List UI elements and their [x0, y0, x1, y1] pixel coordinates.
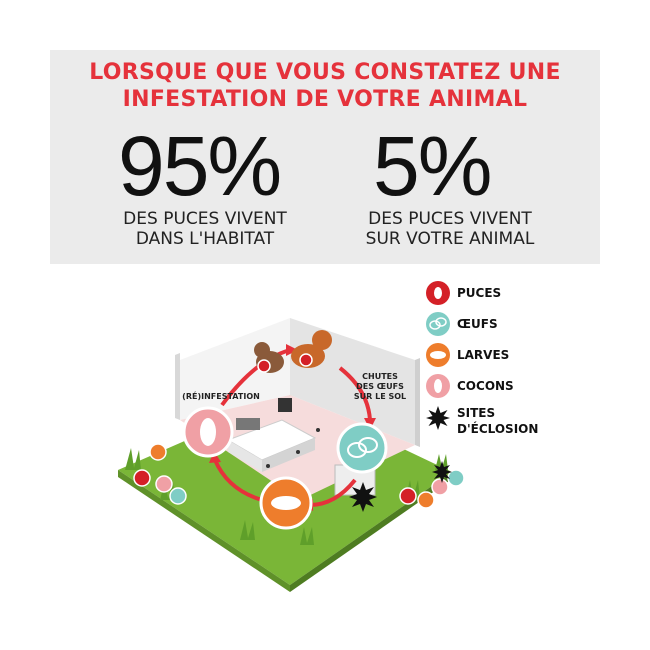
- cycle-arrowhead-top-left: [286, 344, 298, 356]
- flea-on-cat-icon: [257, 359, 271, 373]
- stat-pet-caption-1: DES PUCES VIVENT: [368, 209, 532, 229]
- hatching-site-icon: [349, 482, 377, 512]
- floor-speck-3: [296, 450, 300, 454]
- cocoon-stage-icon: [200, 418, 216, 446]
- legend-cocoons-label: COCONS: [457, 379, 514, 393]
- legend-larvae-label: LARVES: [457, 348, 510, 362]
- bed-side: [228, 440, 262, 472]
- headline-line-2: INFESTATION DE VOTRE ANIMAL: [122, 87, 528, 112]
- cycle-arrow-bottom-left: [213, 459, 263, 502]
- outdoor-larva-icon-2: [417, 491, 435, 509]
- outdoor-cocoon-icon-2: [431, 478, 449, 496]
- cycle-arrow-top-left: [220, 348, 291, 407]
- flea-on-dog-icon: [299, 353, 313, 367]
- bed-front: [262, 438, 315, 472]
- larva-icon: [426, 343, 450, 367]
- outdoor-flea-icon-2: [399, 487, 417, 505]
- cat-head: [254, 342, 270, 358]
- egg-drop-label-2: DES ŒUFS: [356, 382, 404, 391]
- legend-hatching-label-1: SITES: [457, 406, 496, 420]
- cycle-arrow-top-right: [338, 366, 372, 421]
- outdoor-egg-icon: [169, 487, 187, 505]
- legend-eggs-label: ŒUFS: [457, 317, 498, 331]
- stat-home-caption-2: DANS L'HABITAT: [135, 229, 275, 249]
- cycle-arrow-bottom-right: [309, 478, 357, 507]
- lawn-edge-left: [118, 470, 290, 592]
- dog-head: [312, 330, 332, 350]
- floor-speck: [266, 464, 270, 468]
- cocoon-icon: [426, 374, 450, 398]
- legend-fleas-label: PUCES: [457, 286, 502, 300]
- outdoor-larva-icon: [149, 443, 167, 461]
- hatching-site-legend-icon: [426, 406, 450, 430]
- egg-stage-icon: [347, 442, 367, 458]
- egg-stage-circle: [336, 422, 388, 474]
- egg-icon: [426, 312, 450, 336]
- flea-icon: [426, 281, 450, 305]
- wall-edge-left: [175, 353, 180, 420]
- cycle-arrowhead-bottom-left: [209, 451, 221, 463]
- egg-stage-icon-2: [358, 437, 378, 453]
- hatching-site-icon-2: [432, 461, 452, 483]
- headboard: [236, 418, 260, 430]
- egg-drop-label-1: CHUTES: [362, 372, 398, 381]
- egg-drop-label-3: SUR LE SOL: [353, 392, 407, 401]
- outdoor-cocoon-icon: [155, 475, 173, 493]
- headline-line-1: LORSQUE QUE VOUS CONSTATEZ UNE: [89, 60, 561, 85]
- stat-home-value: 95%: [118, 119, 282, 213]
- legend-hatching-label-2: D'ÉCLOSION: [457, 422, 539, 436]
- header-panel: LORSQUE QUE VOUS CONSTATEZ UNE INFESTATI…: [50, 50, 600, 264]
- reinfestation-label: (RÉ)INFESTATION: [182, 392, 260, 401]
- wall-edge-right: [415, 358, 420, 447]
- stat-pet-caption-2: SUR VOTRE ANIMAL: [365, 229, 535, 249]
- picture-frame: [278, 398, 292, 412]
- outdoor-flea-icon: [133, 469, 151, 487]
- stat-pet-value: 5%: [373, 119, 492, 213]
- floor-speck-2: [316, 428, 320, 432]
- stat-home-caption-1: DES PUCES VIVENT: [123, 209, 287, 229]
- larva-stage-icon: [271, 496, 301, 510]
